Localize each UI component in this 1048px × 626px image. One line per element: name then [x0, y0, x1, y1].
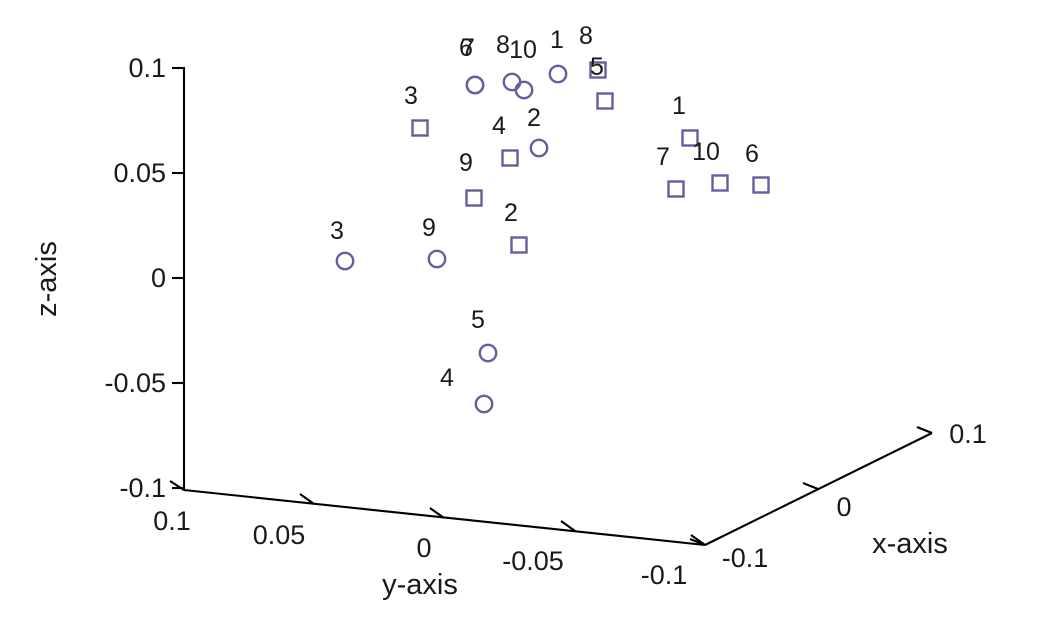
point-label-circle-5: 5 — [471, 306, 485, 334]
point-label-circle-7: 7 — [461, 34, 475, 62]
point-label-square-6: 6 — [745, 140, 759, 168]
point-label-circle-9: 9 — [422, 214, 436, 242]
data-point-circle-10[interactable] — [514, 80, 534, 100]
data-point-circle-3[interactable] — [335, 251, 355, 271]
point-label-circle-8: 8 — [496, 31, 510, 59]
data-point-square-3[interactable] — [411, 119, 429, 137]
point-label-square-4: 4 — [492, 112, 506, 140]
z-axis-title: z-axis — [31, 241, 63, 317]
point-label-circle-2: 2 — [527, 104, 541, 132]
point-label-square-1: 1 — [672, 92, 686, 120]
point-label-circle-1: 1 — [550, 26, 564, 54]
point-label-circle-6: 6 — [459, 34, 473, 62]
point-label-square-2: 2 — [504, 199, 518, 227]
point-label-circle-10: 10 — [509, 36, 537, 64]
point-label-square-8: 8 — [579, 22, 593, 50]
data-point-square-9[interactable] — [465, 189, 483, 207]
y-ticklabel-4: -0.1 — [641, 560, 688, 590]
x-ticklabel-0: -0.1 — [722, 543, 769, 573]
z-ticklabel-1: 0.05 — [113, 158, 166, 188]
z-ticklabel-0: 0.1 — [128, 53, 166, 83]
data-point-square-6[interactable] — [752, 176, 770, 194]
y-tick-0 — [429, 507, 445, 519]
point-label-circle-3: 3 — [330, 217, 344, 245]
point-label-square-7: 7 — [656, 143, 670, 171]
z-ticklabel-4: -0.1 — [119, 473, 166, 503]
y-tick-0.05 — [299, 493, 315, 505]
x-tick--0.1 — [689, 538, 706, 546]
data-point-square-10[interactable] — [711, 174, 729, 192]
data-point-circle-1[interactable] — [548, 64, 568, 84]
data-point-square-5[interactable] — [596, 92, 614, 110]
y-axis-line — [183, 488, 706, 547]
y-ticklabel-0: 0.1 — [153, 506, 191, 536]
y-ticklabel-1: 0.05 — [253, 520, 306, 550]
y-tick-0.1 — [169, 480, 185, 491]
y-ticklabel-3: -0.05 — [502, 546, 564, 576]
data-point-square-4[interactable] — [501, 149, 519, 167]
z-axis-group: 0.1 0.05 0 -0.05 -0.1 z-axis — [31, 53, 186, 503]
x-axis-line — [704, 432, 933, 546]
x-ticklabel-1: 0 — [836, 492, 851, 522]
data-point-square-2[interactable] — [510, 236, 528, 254]
point-label-square-3: 3 — [404, 82, 418, 110]
data-point-circle-8[interactable] — [502, 72, 522, 92]
x-tick-0 — [802, 482, 819, 490]
y-axis-title: y-axis — [382, 569, 458, 601]
data-markers-layer — [335, 61, 770, 414]
data-point-circle-5[interactable] — [478, 343, 498, 363]
point-label-square-5: 5 — [590, 53, 604, 81]
data-point-square-7[interactable] — [667, 180, 685, 198]
data-point-circle-7[interactable] — [465, 75, 485, 95]
x-axis-group: -0.1 0 0.1 x-axis — [689, 419, 987, 573]
data-point-circle-9[interactable] — [427, 249, 447, 269]
point-label-square-10: 10 — [692, 138, 720, 166]
y-axis-group: 0.1 0.05 0 -0.05 -0.1 y-axis — [153, 480, 706, 601]
x-axis-title: x-axis — [872, 528, 948, 560]
point-label-square-9: 9 — [459, 149, 473, 177]
x-tick-0.1 — [916, 426, 933, 434]
point-label-circle-4: 4 — [440, 364, 454, 392]
z-ticklabel-3: -0.05 — [104, 368, 166, 398]
data-point-circle-2[interactable] — [529, 138, 549, 158]
y-tick--0.05 — [560, 520, 576, 532]
data-point-square-1[interactable] — [681, 129, 699, 147]
y-ticklabel-2: 0 — [416, 533, 431, 563]
data-point-square-8[interactable] — [589, 61, 607, 79]
x-ticklabel-2: 0.1 — [949, 419, 987, 449]
data-point-circle-4[interactable] — [474, 394, 494, 414]
z-ticklabel-2: 0 — [151, 263, 166, 293]
